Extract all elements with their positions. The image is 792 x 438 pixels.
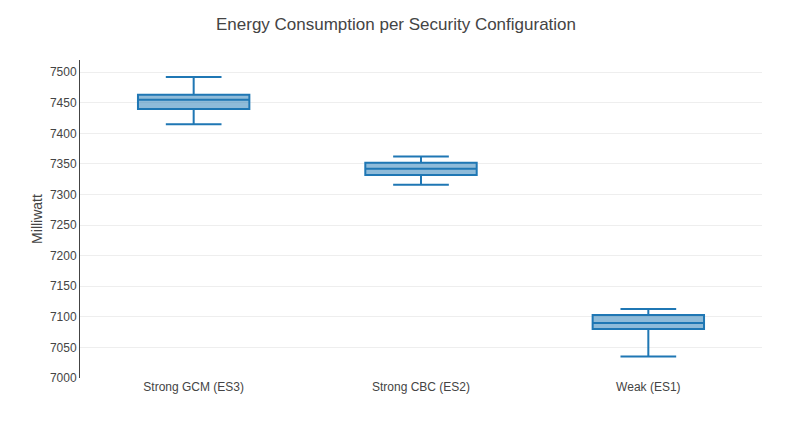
svg-text:Milliwatt: Milliwatt	[29, 194, 45, 244]
svg-text:7250: 7250	[50, 218, 77, 232]
svg-text:7150: 7150	[50, 279, 77, 293]
svg-text:7200: 7200	[50, 249, 77, 263]
svg-text:Strong CBC (ES2): Strong CBC (ES2)	[372, 380, 470, 394]
svg-text:7000: 7000	[50, 371, 77, 385]
svg-text:7500: 7500	[50, 65, 77, 79]
svg-text:7100: 7100	[50, 310, 77, 324]
svg-text:7450: 7450	[50, 96, 77, 110]
svg-text:Strong GCM (ES3): Strong GCM (ES3)	[143, 380, 244, 394]
svg-text:7050: 7050	[50, 341, 77, 355]
svg-text:Weak (ES1): Weak (ES1)	[616, 380, 680, 394]
svg-text:7400: 7400	[50, 127, 77, 141]
svg-text:7350: 7350	[50, 157, 77, 171]
svg-text:Energy Consumption per Securit: Energy Consumption per Security Configur…	[216, 15, 576, 34]
svg-text:7300: 7300	[50, 188, 77, 202]
